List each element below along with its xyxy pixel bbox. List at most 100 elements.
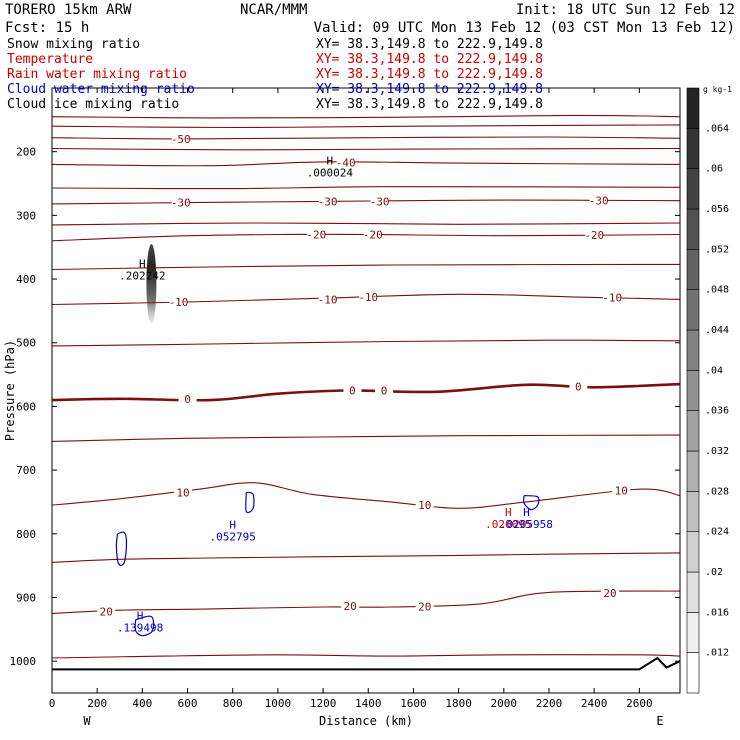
legend-label: Rain water mixing ratio xyxy=(7,67,187,82)
contour-label-20: 20 xyxy=(603,587,616,600)
contour-label-10: 10 xyxy=(176,486,189,499)
maximum-marker-snow: H xyxy=(139,258,146,271)
forecast-hour: Fcst: 15 h xyxy=(5,20,89,36)
x-tick-label: 2400 xyxy=(581,697,608,710)
contour-label--10: -10 xyxy=(602,292,622,305)
x-tick-label: 2600 xyxy=(626,697,653,710)
contour-label-20: 20 xyxy=(100,605,113,618)
init-time: Init: 18 UTC Sun 12 Feb 12 xyxy=(516,2,735,18)
contour-label-bg xyxy=(169,295,188,307)
colorbar-tick-label: .032 xyxy=(705,446,729,457)
contour-label-bg xyxy=(603,291,622,303)
x-tick-label: 1400 xyxy=(355,697,382,710)
contour-label-bg xyxy=(171,196,190,208)
x-axis-label: Distance (km) xyxy=(319,714,413,728)
colorbar-segment xyxy=(686,289,700,331)
colorbar-segment xyxy=(686,612,700,653)
colorbar-tick-label: .06 xyxy=(705,164,723,175)
contour-label-10: 10 xyxy=(418,499,431,512)
maximum-marker-cloud_water: H xyxy=(229,519,236,532)
contour-label--30: -30 xyxy=(171,197,191,210)
temperature-contour--15 xyxy=(52,263,680,271)
colorbar-tick-label: .052 xyxy=(705,244,729,255)
contour-label-bg xyxy=(318,293,337,305)
legend-xy: XY= 38.3,149.8 to 222.9,149.8 xyxy=(316,52,543,67)
legend-label: Cloud water mixing ratio xyxy=(7,82,195,97)
x-tick-label: 200 xyxy=(87,697,107,710)
colorbar-tick-label: .02 xyxy=(705,567,723,578)
contour-label--30: -30 xyxy=(370,195,390,208)
contour-label-bg xyxy=(363,228,382,240)
colorbar-segment xyxy=(686,168,700,210)
colorbar-tick-label: .044 xyxy=(705,325,729,336)
temperature-contour-15 xyxy=(52,552,680,563)
plot-area: -50 -40 -30 -30 -30 -30 -20 -20 -20 -10 -10 -10 -10 0… xyxy=(52,114,680,671)
contour-label-20: 20 xyxy=(344,600,357,613)
colorbar-segment xyxy=(686,87,700,129)
contour-label-0: 0 xyxy=(381,385,388,398)
cloud-water-contour xyxy=(134,615,155,637)
temperature-contour--45 xyxy=(52,147,680,151)
terrain-line xyxy=(52,656,680,671)
contour-label-bg xyxy=(370,195,389,207)
contour-label--30: -30 xyxy=(589,195,609,208)
colorbar-tick-label: .012 xyxy=(705,648,729,659)
colorbar-tick-label: .048 xyxy=(705,285,729,296)
colorbar: .012 .016 .02 .024 .028 .032 .036 .04 .044 .048 .0… xyxy=(686,85,732,694)
contour-label-bg xyxy=(415,600,434,612)
contour-label-bg xyxy=(589,194,608,206)
contour-label-bg xyxy=(171,132,190,144)
legend-label: Temperature xyxy=(7,52,93,67)
x-tick-label: 600 xyxy=(178,697,198,710)
contour-label-bg xyxy=(415,499,434,511)
temperature-contour--10 xyxy=(52,293,680,306)
legend-label: Cloud ice mixing ratio xyxy=(7,97,179,112)
legend-label: Snow mixing ratio xyxy=(7,37,140,52)
snow-shading xyxy=(146,244,157,324)
colorbar-tick-label: .028 xyxy=(705,486,729,497)
y-tick-label: 600 xyxy=(16,400,36,413)
x-tick-label: 1000 xyxy=(265,697,292,710)
x-tick-label: 1200 xyxy=(310,697,337,710)
x-tick-label: 1800 xyxy=(445,697,472,710)
colorbar-segment xyxy=(686,208,700,250)
x-tick-label: 2200 xyxy=(536,697,563,710)
temperature-contour-10 xyxy=(52,482,680,509)
contour-label-bg xyxy=(359,290,378,302)
colorbar-segment xyxy=(686,370,700,411)
contour-label-bg xyxy=(600,587,619,599)
contour-label-bg xyxy=(585,229,604,241)
contour-label--10: -10 xyxy=(358,291,378,304)
y-tick-label: 800 xyxy=(16,528,36,541)
colorbar-unit-label: g kg-1 xyxy=(703,85,732,94)
x-tick-label: 1600 xyxy=(400,697,427,710)
colorbar-tick-label: .024 xyxy=(705,527,729,538)
maximum-marker-rain: H xyxy=(505,506,512,519)
contour-label-bg xyxy=(341,599,360,611)
maximum-value-snow: .202242 xyxy=(119,270,165,283)
maximum-value-ice: .000024 xyxy=(307,166,354,179)
legend-xy: XY= 38.3,149.8 to 222.9,149.8 xyxy=(316,82,543,97)
contour-label-bg xyxy=(178,392,197,404)
org-title: NCAR/MMM xyxy=(240,2,307,18)
colorbar-segment xyxy=(686,652,700,694)
temperature-contour--55 xyxy=(52,124,680,129)
cloud-water-contour xyxy=(523,495,540,511)
temperature-contour--20 xyxy=(52,233,680,242)
maximum-marker-cloud_water: H xyxy=(137,610,144,623)
temperature-contour--35 xyxy=(52,186,680,190)
plot-frame xyxy=(51,87,681,694)
contour-label-0: 0 xyxy=(349,385,356,398)
legend: Snow mixing ratio XY= 38.3,149.8 to 222.9… xyxy=(7,37,543,112)
contour-label--40: -40 xyxy=(336,157,356,170)
colorbar-tick-label: .064 xyxy=(705,123,729,134)
y-tick-label: 300 xyxy=(16,209,36,222)
x-tick-label: 800 xyxy=(223,697,243,710)
colorbar-segment xyxy=(686,450,700,492)
temperature-contour-20 xyxy=(52,590,680,614)
y-tick-label: 700 xyxy=(16,464,36,477)
colorbar-segment xyxy=(686,329,700,371)
colorbar-tick-label: .016 xyxy=(705,607,729,618)
maximum-marker-ice: H xyxy=(327,154,334,167)
